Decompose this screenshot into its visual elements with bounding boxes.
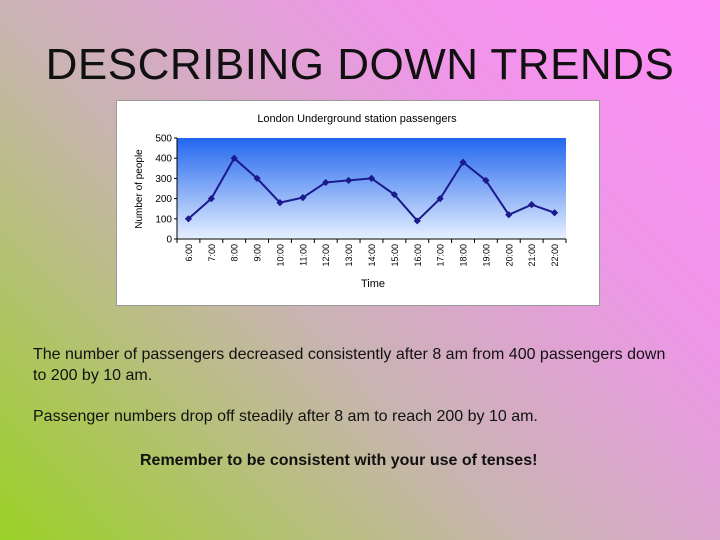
x-tick-label: 20:00: [504, 244, 514, 267]
y-tick-label: 100: [155, 214, 172, 225]
paragraph-1: The number of passengers decreased consi…: [33, 346, 666, 384]
x-tick-label: 18:00: [459, 244, 469, 267]
data-point: [436, 195, 444, 203]
x-axis-label: Time: [361, 278, 385, 290]
x-tick-label: 11:00: [298, 244, 308, 266]
data-point: [413, 217, 421, 225]
y-tick-label: 200: [155, 194, 172, 205]
tense-note: Remember to be consistent with your use …: [140, 452, 538, 469]
data-point: [230, 154, 238, 162]
x-tick-label: 22:00: [550, 244, 560, 267]
x-tick-label: 9:00: [253, 244, 263, 262]
data-point: [367, 174, 376, 182]
x-tick-label: 12:00: [321, 244, 331, 267]
x-tick-label: 13:00: [344, 244, 354, 267]
x-tick-label: 16:00: [413, 244, 423, 267]
data-point: [459, 158, 467, 166]
chart-container: London Underground station passengers Nu…: [116, 100, 600, 306]
x-tick-label: 15:00: [390, 244, 400, 267]
y-tick-label: 300: [155, 174, 172, 185]
x-tick-label: 6:00: [184, 244, 194, 262]
data-point: [276, 199, 284, 207]
data-point: [528, 201, 536, 209]
data-point: [390, 190, 398, 199]
chart-title: London Underground station passengers: [257, 113, 457, 125]
x-tick-label: 7:00: [207, 244, 217, 262]
line-chart: London Underground station passengers Nu…: [134, 113, 567, 290]
paragraph-2: Passenger numbers drop off steadily afte…: [33, 408, 538, 425]
x-tick-label: 8:00: [230, 244, 240, 262]
slide-title: DESCRIBING DOWN TRENDS: [45, 40, 675, 89]
x-tick-label: 19:00: [481, 244, 491, 267]
y-axis-label: Number of people: [134, 149, 145, 229]
y-tick-label: 400: [155, 154, 172, 165]
plot-area: [177, 138, 566, 239]
data-point: [207, 195, 215, 203]
data-point: [322, 178, 330, 187]
x-tick-label: 10:00: [275, 244, 285, 267]
x-tick-label: 17:00: [436, 244, 446, 267]
x-tick-label: 21:00: [527, 244, 537, 267]
data-point: [505, 211, 513, 219]
x-tick-label: 14:00: [367, 244, 377, 267]
data-point: [482, 176, 490, 185]
y-tick-label: 500: [155, 134, 172, 145]
data-point: [550, 209, 559, 217]
y-tick-label: 0: [166, 235, 172, 246]
